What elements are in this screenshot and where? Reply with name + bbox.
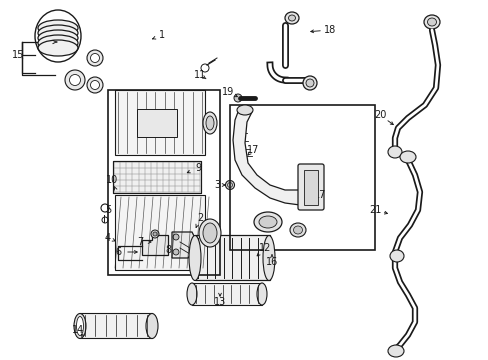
Ellipse shape: [65, 70, 85, 90]
Ellipse shape: [38, 30, 78, 46]
Bar: [108, 90, 220, 275]
Ellipse shape: [38, 40, 78, 56]
Ellipse shape: [90, 81, 99, 90]
Ellipse shape: [303, 76, 316, 90]
Ellipse shape: [423, 15, 439, 29]
Ellipse shape: [427, 18, 436, 26]
Bar: [115, 90, 204, 155]
Ellipse shape: [237, 105, 252, 115]
Text: 17: 17: [313, 190, 325, 200]
Text: 4: 4: [105, 233, 111, 243]
Ellipse shape: [285, 12, 298, 24]
Bar: [304, 170, 317, 205]
Ellipse shape: [253, 212, 282, 232]
Polygon shape: [142, 235, 168, 255]
Ellipse shape: [38, 25, 78, 41]
Ellipse shape: [90, 54, 99, 63]
Bar: [113, 161, 201, 193]
Bar: [115, 195, 204, 270]
Bar: [229, 105, 374, 250]
Ellipse shape: [199, 219, 221, 247]
Ellipse shape: [293, 226, 302, 234]
Ellipse shape: [225, 180, 234, 189]
Circle shape: [234, 94, 242, 102]
Bar: [113, 161, 201, 193]
Text: 15: 15: [12, 50, 24, 60]
Text: 13: 13: [213, 297, 225, 307]
Text: 9: 9: [195, 163, 201, 173]
Text: 19: 19: [222, 87, 234, 97]
Ellipse shape: [387, 146, 401, 158]
Ellipse shape: [38, 35, 78, 51]
Ellipse shape: [203, 223, 217, 243]
Ellipse shape: [263, 235, 274, 280]
Ellipse shape: [399, 151, 415, 163]
Text: 11: 11: [193, 70, 206, 80]
Ellipse shape: [305, 79, 313, 87]
Circle shape: [153, 232, 157, 236]
Ellipse shape: [387, 345, 403, 357]
Circle shape: [173, 249, 179, 255]
Text: 3: 3: [214, 180, 220, 190]
Ellipse shape: [189, 235, 201, 280]
Bar: [192, 283, 262, 305]
Text: 18: 18: [323, 25, 335, 35]
Text: 17: 17: [246, 145, 259, 155]
Ellipse shape: [259, 216, 276, 228]
Text: 21: 21: [368, 205, 381, 215]
Polygon shape: [232, 112, 309, 205]
Ellipse shape: [146, 314, 158, 338]
FancyBboxPatch shape: [297, 164, 324, 210]
Circle shape: [151, 230, 159, 238]
Text: 16: 16: [265, 257, 278, 267]
Ellipse shape: [289, 223, 305, 237]
Ellipse shape: [87, 77, 103, 93]
Ellipse shape: [74, 314, 86, 338]
Ellipse shape: [288, 15, 295, 21]
Text: 6: 6: [115, 247, 121, 257]
Ellipse shape: [203, 112, 217, 134]
Bar: [195, 235, 269, 280]
Text: 14: 14: [72, 325, 84, 335]
Ellipse shape: [38, 20, 78, 36]
Text: 10: 10: [106, 175, 118, 185]
Ellipse shape: [205, 116, 214, 130]
Text: 5: 5: [104, 205, 111, 215]
Bar: [80, 313, 152, 338]
Ellipse shape: [227, 183, 232, 188]
Text: 2: 2: [197, 213, 203, 223]
Ellipse shape: [76, 316, 83, 336]
Polygon shape: [172, 232, 196, 258]
Text: 7: 7: [137, 237, 143, 247]
Ellipse shape: [257, 283, 266, 305]
Ellipse shape: [389, 250, 403, 262]
Circle shape: [173, 234, 179, 240]
Ellipse shape: [87, 50, 103, 66]
Text: 8: 8: [164, 245, 171, 255]
Text: 20: 20: [373, 110, 386, 120]
Text: 12: 12: [258, 243, 271, 253]
Bar: [137, 109, 177, 137]
Ellipse shape: [69, 75, 81, 86]
Text: 1: 1: [159, 30, 165, 40]
Ellipse shape: [186, 283, 197, 305]
